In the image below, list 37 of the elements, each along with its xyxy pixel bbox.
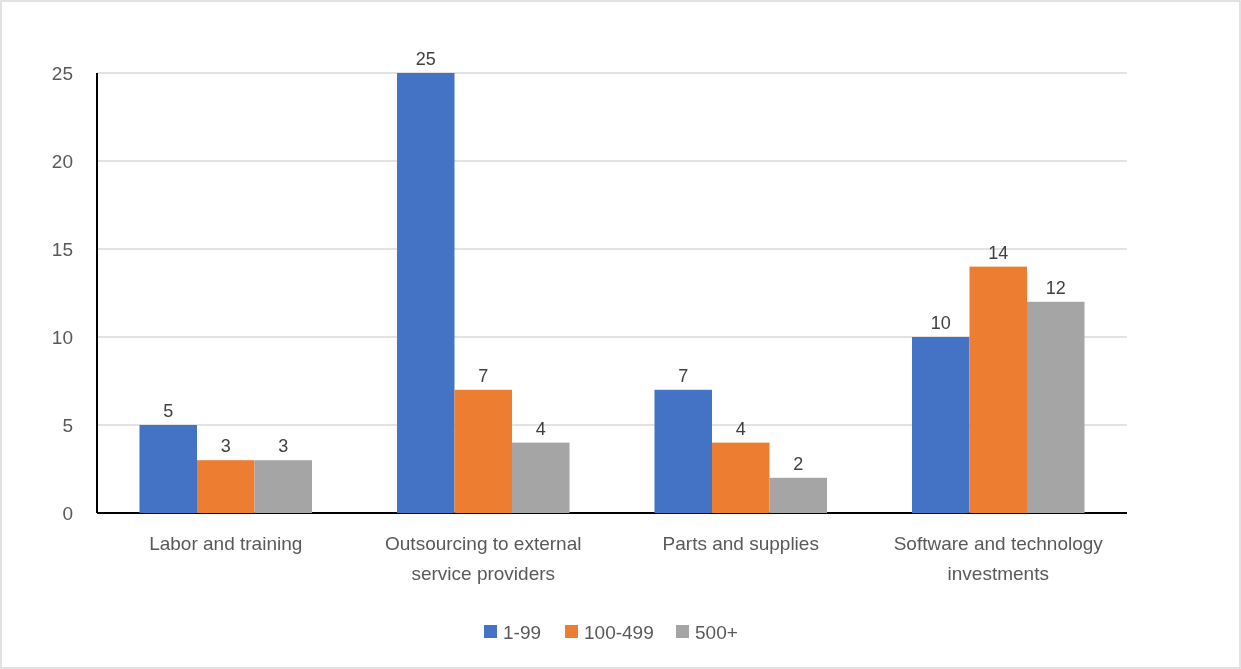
- data-label: 14: [988, 242, 1009, 263]
- y-tick-label: 25: [51, 62, 73, 84]
- data-label: 2: [793, 453, 804, 474]
- data-label: 4: [535, 418, 546, 439]
- x-tick-label: Parts and supplies: [662, 533, 819, 554]
- bar: [454, 389, 512, 513]
- bar: [654, 389, 712, 513]
- bar: [712, 442, 770, 513]
- data-label: 5: [163, 401, 174, 421]
- bar: [197, 460, 255, 513]
- y-tick-label: 20: [51, 150, 73, 172]
- data-label: 4: [735, 418, 746, 439]
- x-tick-label: Software and technology investments: [893, 533, 1104, 584]
- data-label: 7: [478, 365, 489, 386]
- bar: [139, 425, 197, 513]
- bar: [911, 337, 970, 513]
- data-label: 25: [415, 49, 436, 69]
- data-label: 7: [678, 365, 689, 386]
- data-label: 3: [278, 436, 289, 457]
- bar: [512, 442, 570, 513]
- bar: [396, 73, 455, 513]
- data-label: 12: [1045, 277, 1066, 298]
- y-tick-label: 0: [62, 502, 73, 524]
- y-tick-label: 10: [51, 326, 73, 348]
- data-label: 10: [930, 313, 951, 333]
- y-tick-label: 5: [62, 414, 73, 436]
- legend-label: 100-499: [584, 621, 654, 643]
- x-tick-label: Labor and training: [149, 533, 303, 554]
- legend-label: 1-99: [503, 621, 542, 643]
- bar: [254, 460, 313, 513]
- legend-label: 500+: [695, 621, 738, 643]
- bar: [1027, 301, 1085, 513]
- data-label: 3: [220, 436, 231, 457]
- bar: [769, 477, 828, 513]
- y-tick-label: 15: [51, 238, 73, 260]
- bar: [969, 266, 1027, 513]
- x-tick-label: Outsourcing to external service providers: [385, 533, 582, 584]
